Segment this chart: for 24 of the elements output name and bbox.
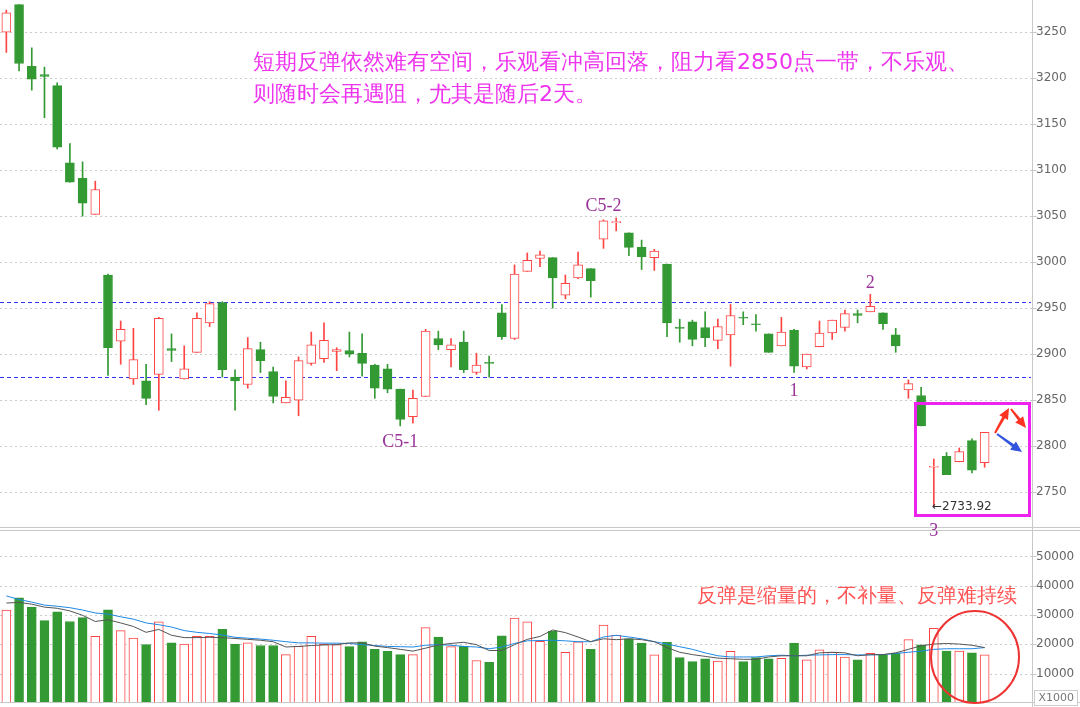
- annotation: 1: [789, 379, 799, 400]
- y-tick-label: 3150: [1036, 116, 1067, 131]
- y-tick-label: 3100: [1036, 162, 1067, 177]
- y-tick-label: 2800: [1036, 438, 1067, 453]
- annotation: C5-1: [382, 430, 419, 451]
- y-tick-label: 2750: [1036, 484, 1067, 499]
- annotation: ←2733.92: [932, 499, 992, 513]
- y-tick-label: 3050: [1036, 208, 1067, 223]
- y-tick-label: 3200: [1036, 70, 1067, 85]
- y-tick-label: 3000: [1036, 254, 1067, 269]
- annotation: 反弹是缩量的，不补量、反弹难持续: [697, 583, 1017, 607]
- y-tick-label: 2900: [1036, 346, 1067, 361]
- y-tick-label: 2850: [1036, 392, 1067, 407]
- y-tick-label: 50000: [1036, 548, 1075, 563]
- y-tick-label: 30000: [1036, 607, 1075, 622]
- annotation: 短期反弹依然难有空间，乐观看冲高回落，阻力看2850点一带，不乐观、则随时会再遇阻，尤其是随后2天。: [253, 48, 970, 108]
- y-tick-label: 2950: [1036, 300, 1067, 315]
- y-tick-label: 40000: [1036, 577, 1075, 592]
- y-tick-label: 3250: [1036, 24, 1067, 39]
- annotation: 2: [865, 272, 875, 293]
- y-axis-title: X1000: [1034, 690, 1078, 706]
- annotation: C5-2: [585, 194, 622, 215]
- y-tick-label: 20000: [1036, 636, 1075, 651]
- y-tick-label: 10000: [1036, 665, 1075, 680]
